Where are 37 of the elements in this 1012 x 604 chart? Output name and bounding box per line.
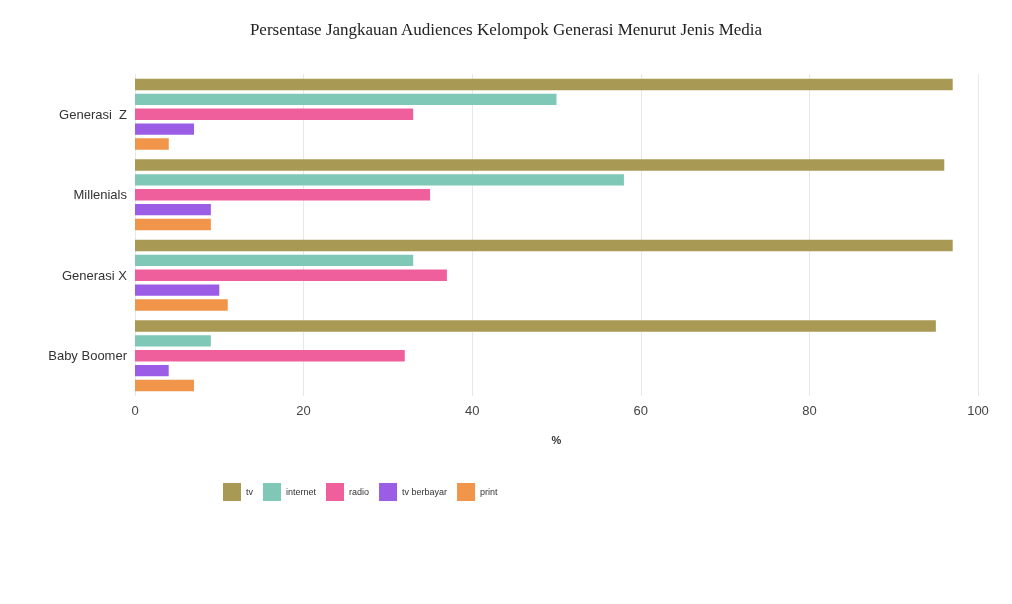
y-tick-label: Generasi X: [61, 267, 128, 283]
x-tick-label: 60: [633, 403, 649, 418]
y-tick-label: Baby Boomer: [48, 348, 128, 364]
bar: [135, 138, 169, 150]
legend-label: print: [480, 487, 499, 497]
bar: [135, 320, 936, 332]
bar: [135, 269, 447, 281]
bar: [135, 218, 211, 231]
bar: [135, 203, 211, 216]
legend-label: radio: [349, 487, 370, 497]
bar: [135, 93, 557, 106]
legend-label: internet: [286, 487, 317, 497]
bar: [135, 254, 414, 267]
y-tick-label: Millenials: [73, 187, 128, 203]
chart-title: Persentase Jangkauan Audiences Kelompok Generasi Menurut Jenis Media: [249, 20, 763, 39]
bar: [135, 78, 953, 91]
bar: [135, 174, 624, 186]
x-tick-label: 40: [464, 403, 480, 418]
legend-label: tv berbayar: [402, 487, 448, 497]
bar: [135, 189, 431, 201]
bar: [135, 350, 405, 362]
x-tick-label: 80: [802, 403, 817, 418]
bar: [135, 239, 953, 252]
bar: [135, 108, 414, 120]
bar: [135, 335, 211, 347]
bar: [135, 123, 195, 135]
bar: [135, 379, 195, 392]
x-tick-label: 0: [131, 403, 139, 418]
bar: [135, 364, 169, 377]
bar: [135, 284, 220, 296]
bar: [135, 159, 945, 171]
legend-label: tv: [246, 487, 254, 497]
y-tick-label: Generasi Z: [59, 106, 128, 122]
bar: [135, 299, 228, 311]
x-axis-title: %: [551, 433, 562, 446]
x-tick-label: 20: [296, 403, 311, 418]
x-tick-label: 100: [967, 403, 989, 418]
